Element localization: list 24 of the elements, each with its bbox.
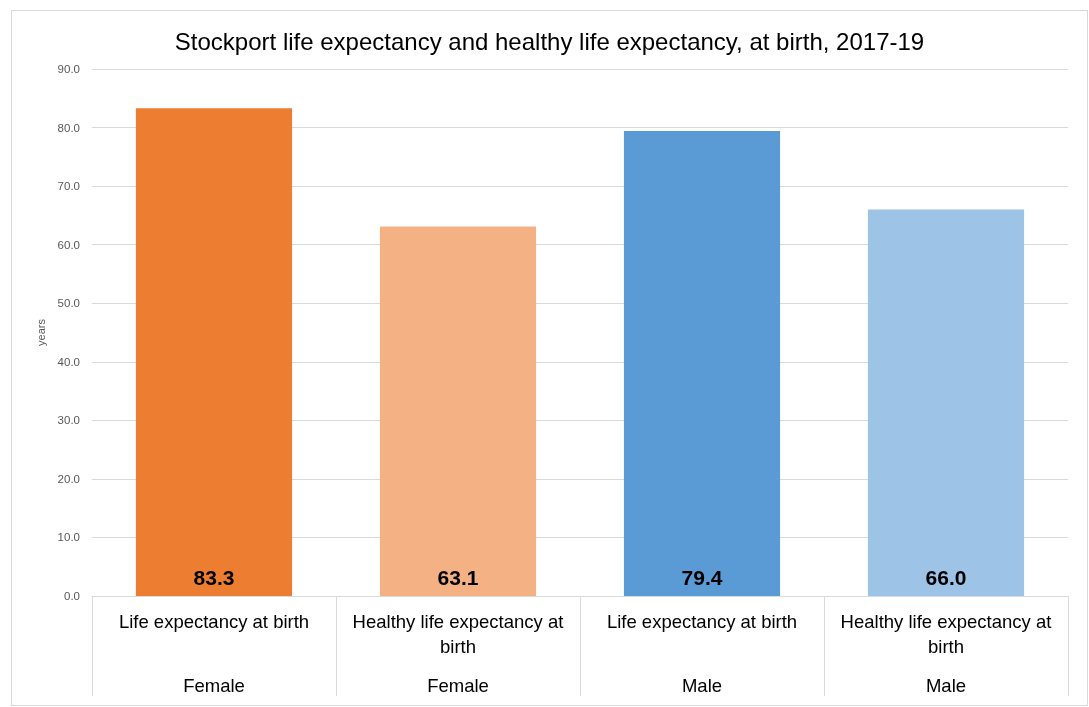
bar bbox=[867, 209, 1025, 596]
category-label: Life expectancy at birth Female bbox=[118, 611, 310, 696]
y-tick-label: 20.0 bbox=[57, 472, 80, 485]
y-tick-label: 10.0 bbox=[57, 531, 80, 544]
y-tick-label: 60.0 bbox=[57, 238, 80, 251]
y-tick-label: 90.0 bbox=[57, 63, 80, 75]
y-tick-label: 80.0 bbox=[57, 121, 80, 134]
y-tick-label: 30.0 bbox=[57, 414, 80, 427]
bar bbox=[623, 131, 781, 596]
y-tick-label: 0.0 bbox=[64, 590, 80, 602]
x-tick-label: Healthy life expectancy at birth Male bbox=[839, 610, 1053, 698]
chart-title: Stockport life expectancy and healthy life expectancy, at birth, 2017-19 bbox=[174, 27, 925, 55]
y-tick-label: 70.0 bbox=[57, 180, 80, 193]
y-axis-title: years bbox=[35, 318, 48, 346]
data-label: 83.3 bbox=[193, 566, 235, 589]
y-tick-label: 40.0 bbox=[57, 355, 80, 368]
data-label: 79.4 bbox=[681, 566, 723, 589]
bar bbox=[379, 226, 537, 596]
y-tick-label: 50.0 bbox=[57, 297, 80, 310]
bar bbox=[135, 108, 293, 596]
data-label: 66.0 bbox=[925, 566, 967, 589]
data-label: 63.1 bbox=[437, 566, 479, 589]
x-tick-label: Healthy life expectancy at birth Female bbox=[351, 610, 565, 698]
category-label: Life expectancy at birth Male bbox=[606, 611, 798, 696]
